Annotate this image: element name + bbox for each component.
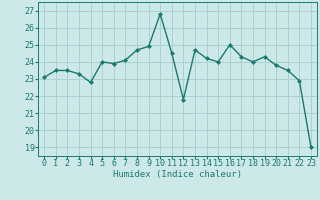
X-axis label: Humidex (Indice chaleur): Humidex (Indice chaleur) — [113, 170, 242, 179]
